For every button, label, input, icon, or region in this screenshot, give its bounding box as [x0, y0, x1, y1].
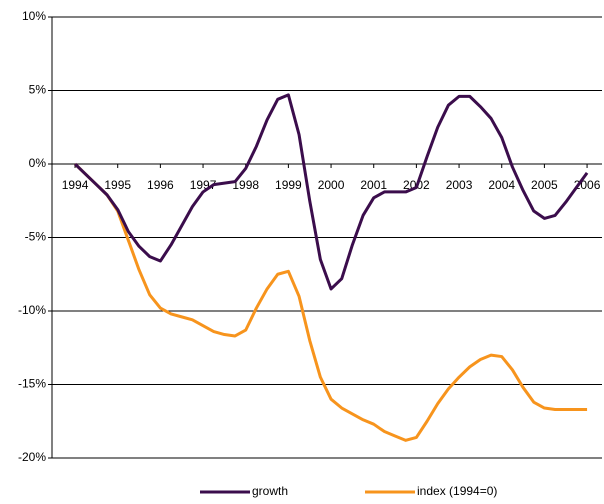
- legend-label: index (1994=0): [417, 484, 497, 498]
- x-tick-label: 2005: [531, 178, 558, 192]
- x-tick-label: 2001: [360, 178, 387, 192]
- x-tick-label: 1999: [275, 178, 302, 192]
- x-tick-label: 2004: [488, 178, 515, 192]
- legend-label: growth: [252, 484, 288, 498]
- y-tick-label: -20%: [18, 450, 46, 464]
- y-tick-label: -10%: [18, 303, 46, 317]
- x-tick-label: 1998: [232, 178, 259, 192]
- y-tick-label: 5%: [29, 83, 47, 97]
- y-tick-label: -15%: [18, 377, 46, 391]
- x-tick-label: 1994: [62, 178, 89, 192]
- x-tick-label: 2000: [318, 178, 345, 192]
- x-tick-label: 2003: [446, 178, 473, 192]
- y-tick-label: -5%: [25, 230, 47, 244]
- y-tick-label: 0%: [29, 156, 47, 170]
- line-series: [73, 162, 588, 442]
- x-tick-label: 1996: [147, 178, 174, 192]
- line-series: [73, 93, 589, 291]
- x-tick-label: 1995: [104, 178, 131, 192]
- y-tick-label: 10%: [22, 9, 46, 23]
